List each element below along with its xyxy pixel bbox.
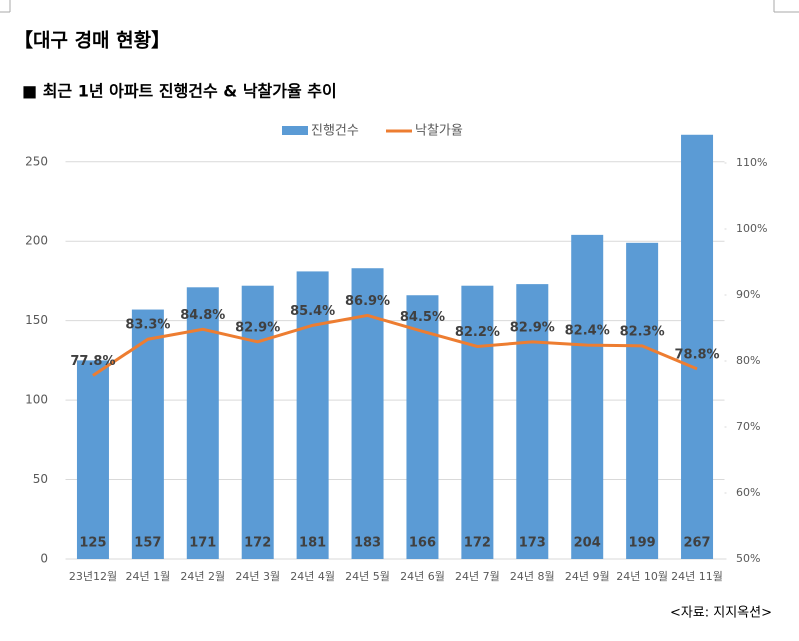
bar — [406, 295, 439, 559]
y2-tick-label: 90% — [736, 288, 760, 301]
line — [92, 313, 698, 377]
line-value-label: 78.8% — [674, 347, 719, 362]
y2-tick-label: 110% — [736, 156, 767, 169]
bar — [571, 234, 604, 559]
x-tick-label: 24년 6월 — [400, 570, 445, 583]
y2-tick-label: 100% — [736, 222, 767, 235]
x-tick-label: 24년 9월 — [565, 570, 610, 583]
line-value-label: 82.9% — [510, 320, 555, 335]
line-value-label: 82.4% — [565, 324, 610, 339]
y2-tick-label: 60% — [736, 486, 760, 499]
line-value-label: 77.8% — [70, 354, 115, 369]
bar-value-label: 157 — [134, 536, 161, 551]
bar-value-label: 181 — [299, 536, 326, 551]
line-value-label: 82.3% — [620, 324, 665, 339]
x-tick-label: 24년 5월 — [345, 570, 390, 583]
x-tick-label: 24년 10월 — [616, 570, 668, 583]
line-value-label: 82.2% — [455, 325, 500, 340]
bar-value-label: 267 — [683, 536, 710, 551]
bar — [241, 285, 274, 559]
bar — [516, 284, 549, 559]
x-tick-label: 24년 7월 — [455, 570, 500, 583]
x-tick-label: 23년12월 — [69, 570, 117, 583]
line-value-label: 86.9% — [345, 294, 390, 309]
line-value-label: 84.8% — [180, 308, 225, 323]
bar-value-label: 172 — [464, 536, 491, 551]
header-title: 【대구 경매 현황】 — [14, 29, 170, 52]
bar — [76, 360, 109, 559]
y-tick-label: 150 — [25, 313, 48, 327]
bar — [681, 134, 714, 559]
bar — [351, 268, 384, 559]
line-value-label: 83.3% — [125, 318, 170, 333]
x-tick-label: 24년 3월 — [235, 570, 280, 583]
bar-value-label: 173 — [519, 536, 546, 551]
x-tick-label: 24년 8월 — [510, 570, 555, 583]
x-tick-label: 24년 4월 — [290, 570, 335, 583]
source: <자료: 지지옥션> — [670, 606, 772, 621]
legend-label: 진행건수 — [311, 123, 359, 139]
bar — [461, 285, 494, 559]
y-tick-label: 200 — [25, 234, 48, 248]
y-tick-label: 250 — [25, 154, 48, 168]
x-tick-label: 24년 1월 — [126, 570, 171, 583]
bar-value-label: 172 — [244, 536, 271, 551]
y-tick-label: 0 — [40, 552, 48, 566]
bar-value-label: 125 — [79, 536, 106, 551]
line-value-label: 84.5% — [400, 310, 445, 325]
legend-swatch — [282, 126, 308, 135]
bar-value-label: 166 — [409, 536, 436, 551]
y-tick-label: 100 — [25, 393, 48, 407]
line-value-label: 82.9% — [235, 320, 280, 335]
legend-label: 낙찰가율 — [415, 124, 463, 139]
y2-tick-label: 70% — [736, 420, 760, 433]
bar-value-label: 204 — [574, 536, 601, 551]
y2-tick-label: 50% — [736, 552, 760, 565]
x-tick-label: 24년 2월 — [180, 570, 225, 583]
bar — [296, 271, 329, 559]
bar-value-label: 171 — [189, 536, 216, 551]
y2-tick-label: 80% — [736, 354, 760, 367]
bar — [131, 309, 164, 559]
bar-value-label: 199 — [629, 536, 656, 551]
y-tick-label: 50 — [33, 472, 48, 486]
x-tick-label: 24년 11월 — [671, 570, 723, 583]
bar-value-label: 183 — [354, 536, 381, 551]
line-value-label: 85.4% — [290, 304, 335, 319]
bar — [626, 242, 659, 560]
header-subtitle: ■ 최근 1년 아파트 진행건수 & 낙찰가율 추이 — [22, 82, 337, 101]
